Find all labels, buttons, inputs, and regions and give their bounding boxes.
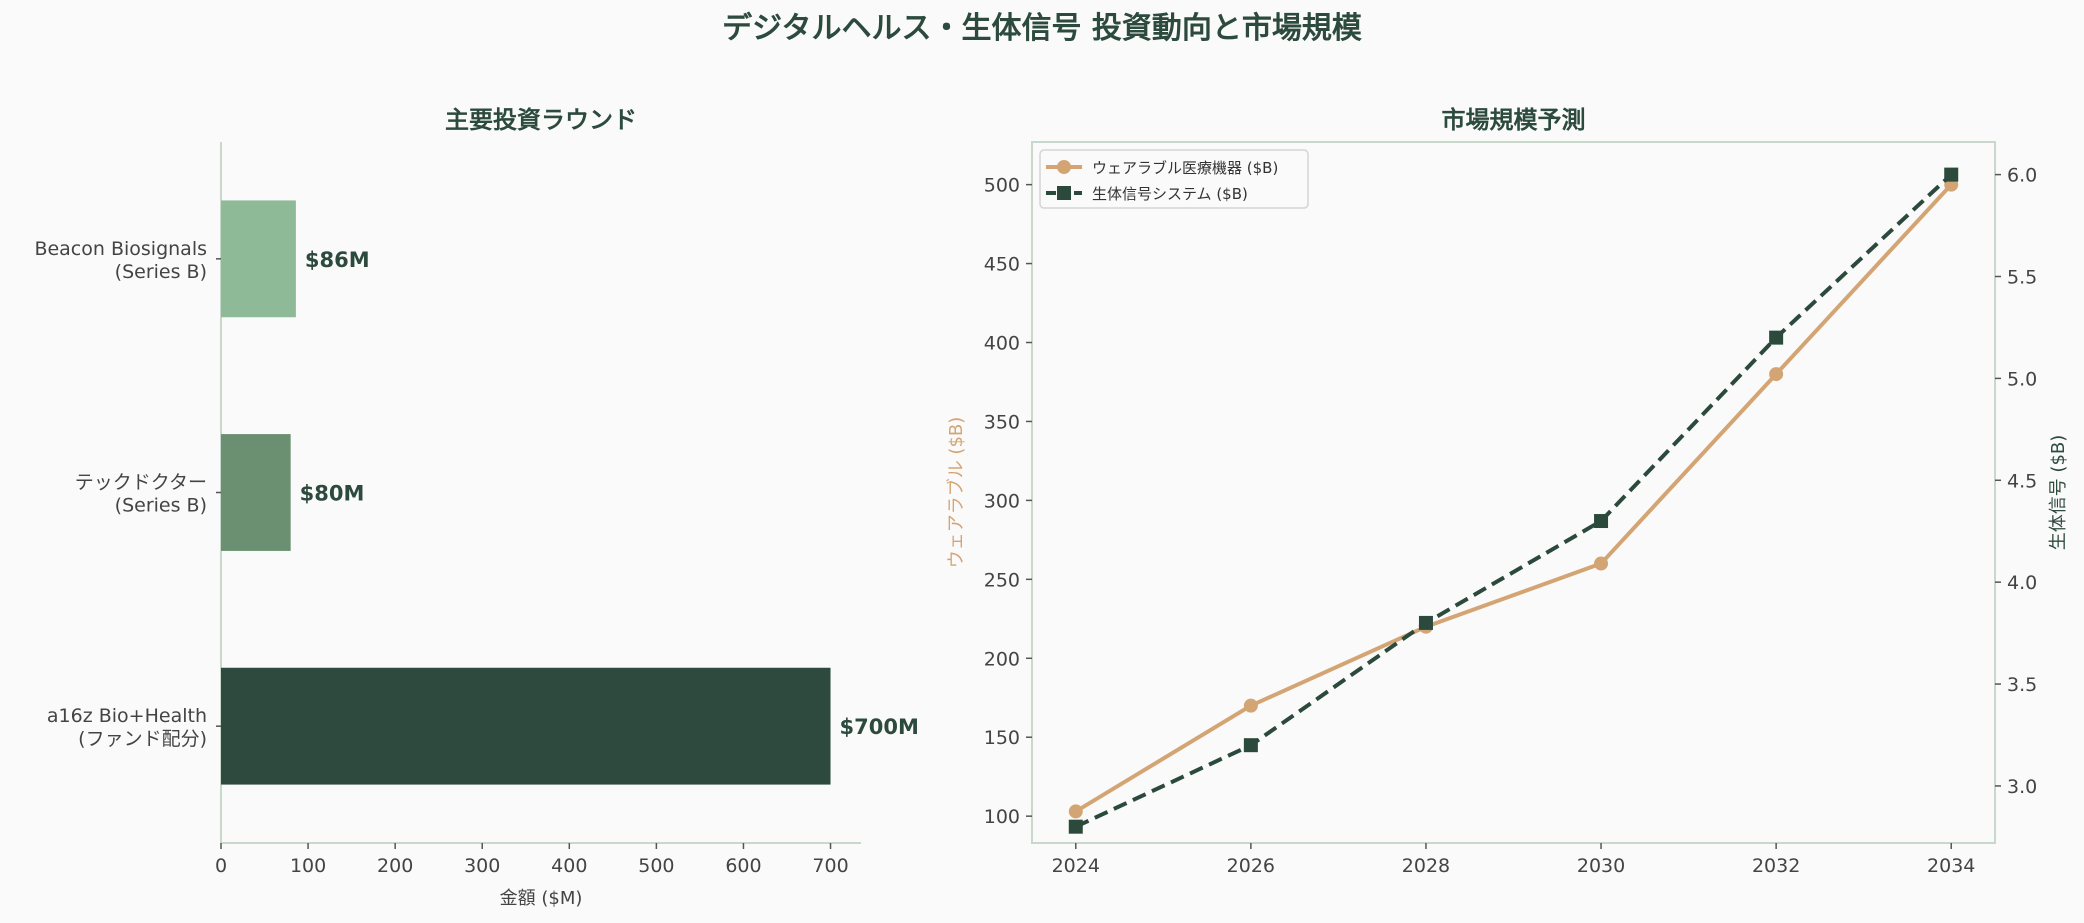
bar — [221, 200, 296, 318]
data-point — [1243, 738, 1258, 753]
y-tick-label: テックドクター — [75, 472, 207, 494]
bar-value-label: $80M — [300, 482, 365, 506]
legend-label: ウェアラブル医療機器 ($B) — [1092, 159, 1278, 177]
y-right-tick-label: 3.0 — [2007, 776, 2037, 798]
x-tick-label: 600 — [725, 855, 761, 877]
figure-title: デジタルヘルス・生体信号 投資動向と市場規模 — [722, 11, 1362, 46]
line-chart-title: 市場規模予測 — [1442, 106, 1586, 134]
y-left-tick-label: 400 — [984, 333, 1020, 355]
data-point — [1594, 556, 1609, 571]
x-tick-label: 2034 — [1927, 855, 1975, 877]
plot-frame — [1031, 141, 1996, 844]
bar-chart-title: 主要投資ラウンド — [445, 106, 637, 134]
data-point — [1594, 514, 1609, 529]
y-right-tick-label: 5.5 — [2007, 266, 2037, 288]
data-point — [1769, 330, 1784, 345]
x-tick-label: 2030 — [1577, 855, 1625, 877]
x-tick-label: 2028 — [1402, 855, 1450, 877]
y-left-tick-label: 350 — [984, 411, 1020, 433]
legend-marker — [1057, 160, 1071, 174]
y-right-tick-label: 4.5 — [2007, 470, 2037, 492]
legend-marker — [1057, 186, 1071, 200]
data-point — [1944, 167, 1959, 182]
y-tick-label: (ファンド配分) — [78, 728, 207, 750]
y-tick-label: a16z Bio+Health — [47, 705, 207, 727]
data-point — [1243, 698, 1258, 713]
data-point — [1068, 804, 1083, 819]
bar — [221, 667, 831, 785]
y-right-tick-label: 3.5 — [2007, 674, 2037, 696]
y-tick-label: (Series B) — [115, 495, 207, 517]
bar-value-label: $700M — [840, 715, 919, 739]
legend: ウェアラブル医療機器 ($B) 生体信号システム ($B) — [1039, 149, 1309, 209]
y-right-tick-label: 5.0 — [2007, 368, 2037, 390]
y-right-tick-label: 4.0 — [2007, 572, 2037, 594]
x-tick-label: 2032 — [1752, 855, 1800, 877]
y-left-tick-label: 100 — [984, 806, 1020, 828]
x-tick-label: 2024 — [1052, 855, 1100, 877]
x-tick-label: 0 — [215, 855, 227, 877]
x-axis-label: 金額 ($M) — [500, 888, 583, 909]
data-point — [1068, 819, 1083, 834]
series-line — [1074, 173, 1953, 829]
y-right-axis-label: 生体信号 ($B) — [2048, 435, 2069, 551]
y-tick-label: (Series B) — [115, 261, 207, 283]
y-right-tick-label: 6.0 — [2007, 165, 2037, 187]
y-tick-label: Beacon Biosignals — [34, 238, 207, 260]
legend-box — [1039, 149, 1309, 209]
data-point — [1418, 615, 1433, 630]
x-tick-label: 100 — [290, 855, 326, 877]
y-left-tick-label: 450 — [984, 254, 1020, 276]
bar — [221, 434, 291, 551]
y-left-axis-label: ウェアラブル ($B) — [945, 417, 967, 569]
series-line — [1074, 183, 1953, 814]
bar-value-label: $86M — [305, 248, 370, 272]
data-point — [1769, 367, 1784, 382]
x-tick-label: 300 — [464, 855, 500, 877]
y-left-tick-label: 150 — [984, 727, 1020, 749]
x-tick-label: 400 — [551, 855, 587, 877]
x-tick-label: 500 — [638, 855, 674, 877]
y-left-tick-label: 250 — [984, 569, 1020, 591]
x-tick-label: 2026 — [1227, 855, 1275, 877]
x-tick-label: 700 — [812, 855, 848, 877]
y-left-tick-label: 200 — [984, 648, 1020, 670]
y-left-tick-label: 300 — [984, 490, 1020, 512]
line-chart: 市場規模予測 2024 2026 2028 2030 2032 2034 100 150 200 2… — [945, 106, 2069, 877]
legend-label: 生体信号システム ($B) — [1092, 185, 1248, 203]
x-tick-label: 200 — [377, 855, 413, 877]
y-left-tick-label: 500 — [984, 175, 1020, 197]
